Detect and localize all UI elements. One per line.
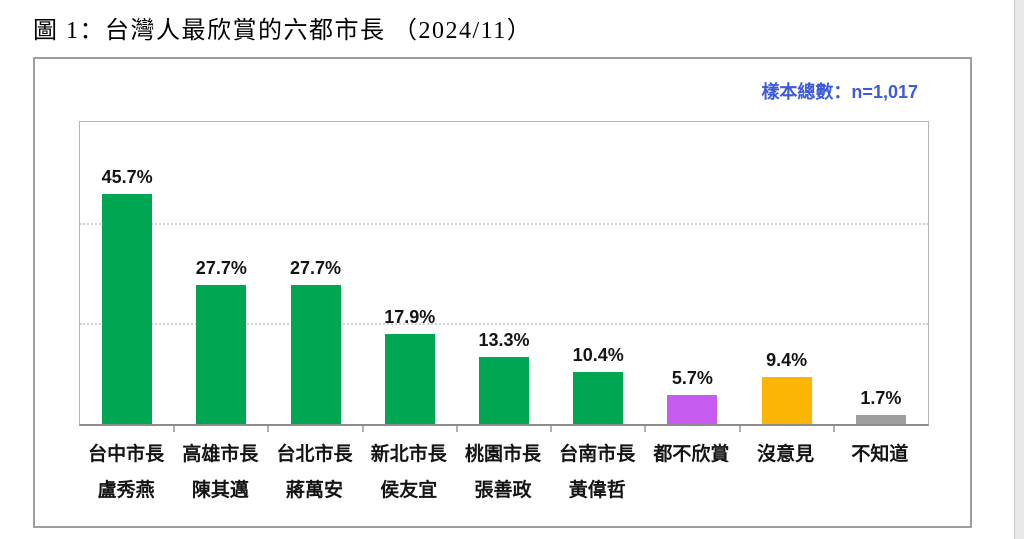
gridline — [80, 222, 928, 225]
category-label-line2 — [739, 479, 833, 503]
bar — [761, 376, 812, 424]
bar-slots: 45.7% 27.7% 27.7% 17.9% 13.3% 10.4% 5.7%… — [80, 122, 928, 424]
gridline — [80, 323, 928, 326]
category-label: 不知道 — [833, 443, 927, 503]
axis-tick — [832, 426, 835, 432]
bar — [290, 284, 341, 424]
bar-column: 10.4% — [551, 122, 645, 424]
category-label-line1: 都不欣賞 — [653, 444, 730, 465]
category-label-line1: 新北市長 — [370, 444, 447, 465]
bar-value-label: 1.7% — [860, 388, 902, 409]
bar-value-label: 13.3% — [478, 330, 530, 351]
category-label: 沒意見 — [739, 443, 833, 503]
bar-value-label: 17.9% — [384, 306, 436, 327]
bar — [384, 333, 435, 424]
category-label: 台中市長 盧秀燕 — [79, 443, 173, 503]
bar-column: 5.7% — [645, 122, 739, 424]
chart-container: 樣本總數：n=1,017 45.7% 27.7% 27.7% 17.9% 13.… — [33, 57, 972, 528]
bar-value-label: 5.7% — [671, 368, 713, 389]
plot-area: 45.7% 27.7% 27.7% 17.9% 13.3% 10.4% 5.7%… — [79, 121, 929, 432]
bar — [573, 371, 624, 424]
category-label-line1: 桃園市長 — [464, 444, 541, 465]
category-label-line2: 蔣萬安 — [286, 480, 344, 501]
bar — [478, 357, 529, 424]
bar-value-label: 27.7% — [290, 257, 342, 278]
category-label: 都不欣賞 — [644, 443, 738, 503]
bar-column: 9.4% — [740, 122, 834, 424]
axis-tick — [361, 426, 364, 432]
bar — [102, 193, 153, 424]
axis-tick — [267, 426, 270, 432]
category-label-line1: 高雄市長 — [182, 444, 259, 465]
bar-column: 17.9% — [363, 122, 457, 424]
bar-value-label: 10.4% — [572, 344, 624, 365]
bar — [855, 415, 906, 424]
category-label: 高雄市長 陳其邁 — [173, 443, 267, 503]
bar-column: 27.7% — [174, 122, 268, 424]
bar-column: 1.7% — [834, 122, 928, 424]
category-label: 新北市長 侯友宜 — [362, 443, 456, 503]
category-label-line1: 台北市長 — [276, 444, 353, 465]
category-label: 台南市長 黃偉哲 — [550, 443, 644, 503]
bar-column: 13.3% — [457, 122, 551, 424]
bar — [196, 284, 247, 424]
category-label: 桃園市長 張善政 — [456, 443, 550, 503]
bar-value-label: 45.7% — [101, 166, 153, 187]
bar-value-label: 9.4% — [766, 349, 808, 370]
category-label-line2 — [644, 479, 738, 503]
axis-ticks — [80, 122, 928, 432]
category-label-line2: 張善政 — [474, 480, 532, 501]
category-axis-labels: 台中市長 盧秀燕 高雄市長 陳其邁 台北市長 蔣萬安 新北市長 侯友宜 桃園市長… — [79, 443, 927, 503]
page-edge-strip — [1014, 0, 1024, 539]
bar-column: 27.7% — [268, 122, 362, 424]
category-label-line2: 陳其邁 — [191, 480, 249, 501]
category-label-line2: 黃偉哲 — [568, 480, 626, 501]
category-label-line1: 不知道 — [851, 444, 909, 465]
sample-size-note: 樣本總數：n=1,017 — [761, 82, 918, 102]
axis-tick — [644, 426, 647, 432]
axis-tick — [173, 426, 176, 432]
category-label-line2: 侯友宜 — [380, 480, 438, 501]
bar-column: 45.7% — [80, 122, 174, 424]
category-label-line1: 沒意見 — [757, 444, 815, 465]
category-label-line1: 台中市長 — [88, 444, 165, 465]
figure-title: 圖 1：台灣人最欣賞的六都市長 （2024/11） — [33, 18, 533, 44]
category-label: 台北市長 蔣萬安 — [267, 443, 361, 503]
category-label-line1: 台南市長 — [559, 444, 636, 465]
category-label-line2: 盧秀燕 — [97, 480, 155, 501]
axis-tick — [455, 426, 458, 432]
bar-value-label: 27.7% — [195, 257, 247, 278]
axis-tick — [550, 426, 553, 432]
bar — [667, 395, 718, 424]
category-label-line2 — [833, 479, 927, 503]
axis-tick — [738, 426, 741, 432]
